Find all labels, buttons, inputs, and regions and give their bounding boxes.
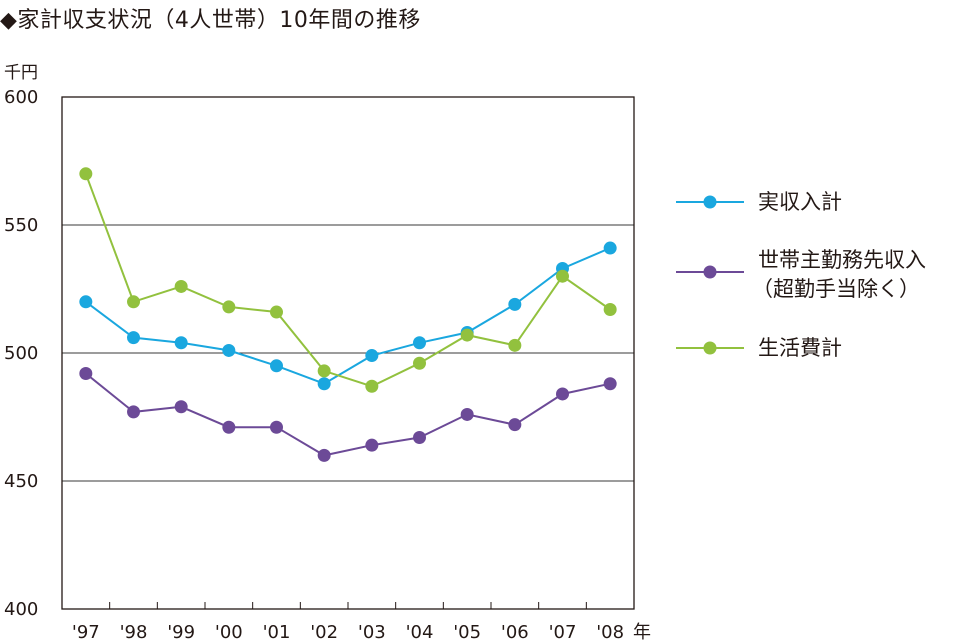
y-axis-unit-label: 千円	[4, 63, 38, 83]
y-tick-label-600: 600	[4, 87, 38, 108]
y-tick-label-550: 550	[4, 215, 38, 236]
series-0-point-11	[603, 241, 617, 255]
x-tick-label: '08	[596, 622, 624, 643]
series-0-point-9	[508, 297, 522, 311]
x-axis-unit-label: 年	[633, 622, 651, 643]
x-tick-label: '99	[167, 622, 195, 643]
x-tick-label: '98	[120, 622, 148, 643]
series-1-point-4	[270, 420, 283, 434]
series-2-point-6	[365, 379, 379, 393]
x-tick-label: '02	[310, 622, 338, 643]
series-1-point-3	[222, 420, 236, 434]
series-1-point-6	[365, 438, 379, 452]
series-2-point-0	[79, 167, 93, 181]
series-0-point-7	[413, 336, 426, 350]
x-tick-label: '04	[406, 622, 434, 643]
x-tick-label: '03	[358, 622, 386, 643]
series-2-point-3	[222, 300, 236, 314]
legend-marker-jitsushunyu	[676, 195, 744, 209]
legend-label-setainushi-note: （超勤手当除く）	[752, 277, 920, 301]
series-2-point-10	[556, 269, 569, 283]
series-1-point-0	[79, 366, 93, 380]
series-1-point-8	[460, 407, 474, 421]
series-1-point-5	[317, 448, 331, 462]
y-tick-label-450: 450	[4, 471, 38, 492]
legend-label-seikatsuhi: 生活費計	[758, 336, 842, 360]
series-2-point-11	[603, 302, 617, 316]
series-1-point-7	[413, 430, 426, 444]
series-1-point-9	[508, 418, 522, 432]
series-2-point-1	[127, 295, 140, 309]
series-2-point-5	[317, 364, 331, 378]
series-0-point-4	[270, 359, 283, 373]
y-tick-label-400: 400	[4, 599, 38, 620]
series-line-1	[85, 372, 611, 457]
series-0-point-1	[127, 331, 140, 345]
series-2-point-7	[413, 356, 426, 370]
series-0-point-5	[317, 377, 331, 391]
x-tick-label: '06	[501, 622, 529, 643]
series-1-point-2	[174, 400, 188, 414]
series-line-0	[85, 247, 611, 385]
series-2-point-4	[270, 305, 283, 319]
x-tick-label: '00	[215, 622, 243, 643]
series-0-point-0	[79, 295, 93, 309]
chart-title: ◆家計収支状況（4人世帯）10年間の推移	[0, 8, 421, 33]
series-0-point-2	[174, 336, 188, 350]
legend-label-jitsushunyu: 実収入計	[758, 190, 842, 214]
series-1-point-11	[603, 377, 617, 391]
series-1-point-1	[127, 405, 140, 419]
series-0-point-3	[222, 343, 236, 357]
series-2-point-2	[174, 279, 188, 293]
series-2-point-9	[508, 338, 522, 352]
legend-label-setainushi: 世帯主勤務先収入	[758, 248, 926, 272]
x-tick-label: '97	[72, 622, 100, 643]
x-tick-label: '05	[453, 622, 481, 643]
x-tick-label: '07	[549, 622, 577, 643]
y-tick-label-500: 500	[4, 343, 38, 364]
series-line-2	[84, 173, 611, 388]
series-2-point-8	[460, 328, 474, 342]
plot-frame	[61, 96, 635, 610]
legend-marker-setainushi	[676, 265, 744, 279]
x-tick-label: '01	[263, 622, 291, 643]
series-0-point-6	[365, 349, 379, 363]
legend-marker-seikatsuhi	[676, 341, 744, 355]
series-1-point-10	[556, 387, 569, 401]
